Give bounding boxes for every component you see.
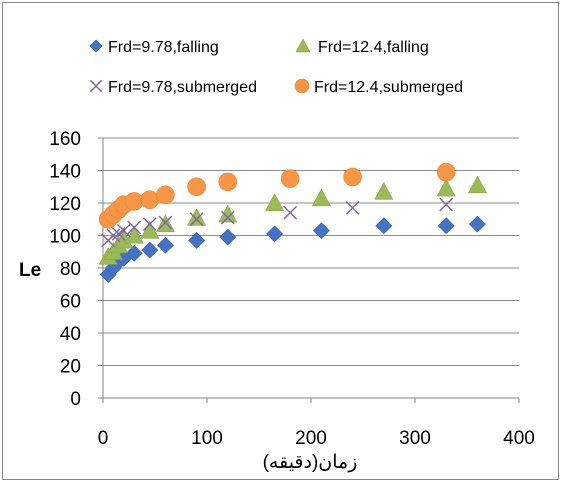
x-tick-label: 100 xyxy=(191,428,223,449)
y-tick-label: 20 xyxy=(60,357,81,378)
x-tick-label: 200 xyxy=(295,428,327,449)
data-point-circle xyxy=(280,169,300,188)
y-tick-label: 120 xyxy=(49,194,81,215)
legend-marker-x xyxy=(89,79,103,93)
series-3 xyxy=(101,197,454,248)
data-point-triangle xyxy=(467,175,487,194)
data-point-triangle xyxy=(124,225,144,244)
legend-symbol-triangle xyxy=(295,38,311,53)
y-tick-label: 160 xyxy=(49,129,81,150)
data-point-circle xyxy=(343,167,362,187)
data-point-diamond xyxy=(219,228,237,246)
data-point-x xyxy=(106,228,121,243)
data-point-x xyxy=(189,212,204,227)
legend-label-3: Frd=9.78,submerged xyxy=(108,79,257,96)
data-point-diamond xyxy=(156,236,174,254)
legend-entry-2: Frd=12.4,falling xyxy=(295,38,429,56)
legend-label-4: Frd=12.4,submerged xyxy=(314,79,463,96)
data-point-diamond xyxy=(437,217,455,235)
data-point-diamond xyxy=(266,225,284,243)
y-tick-label: 80 xyxy=(60,259,81,280)
y-tick-label: 60 xyxy=(60,292,81,313)
data-point-diamond xyxy=(468,215,486,233)
data-point-diamond xyxy=(312,222,330,240)
y-tick-label: 100 xyxy=(49,227,81,248)
x-tick-label: 400 xyxy=(503,428,535,449)
data-point-x xyxy=(439,197,454,212)
legend-symbol-diamond xyxy=(89,39,103,53)
data-points xyxy=(98,162,487,283)
data-point-circle xyxy=(436,162,456,182)
legend-entry-3: Frd=9.78,submerged xyxy=(89,79,257,96)
legend: Frd=9.78,falling Frd=12.4,falling Frd=9.… xyxy=(89,38,463,96)
legend-marker-triangle xyxy=(295,38,311,53)
data-point-x xyxy=(127,220,142,235)
series-4 xyxy=(98,162,456,229)
x-tick-label: 0 xyxy=(98,428,109,449)
legend-marker-circle xyxy=(294,78,310,94)
y-tick-label: 0 xyxy=(70,389,81,410)
data-point-diamond xyxy=(141,241,159,259)
data-point-triangle xyxy=(374,181,394,200)
y-axis-title: Le xyxy=(19,260,41,281)
x-axis-title: زمان(دقیقه) xyxy=(263,452,358,473)
data-point-x xyxy=(283,205,298,220)
data-point-circle xyxy=(218,172,238,192)
legend-symbol-x xyxy=(89,79,103,93)
chart-border xyxy=(2,2,559,480)
data-point-x xyxy=(345,200,360,215)
legend-entry-4: Frd=12.4,submerged xyxy=(294,78,463,96)
y-tick-label: 140 xyxy=(49,162,81,183)
axes xyxy=(98,137,520,403)
data-point-x xyxy=(158,215,173,230)
legend-label-2: Frd=12.4,falling xyxy=(318,39,429,56)
data-point-triangle xyxy=(265,193,285,211)
data-point-x xyxy=(220,210,235,225)
legend-label-1: Frd=9.78,falling xyxy=(108,39,219,56)
data-point-x xyxy=(142,217,157,232)
legend-entry-1: Frd=9.78,falling xyxy=(89,39,219,56)
data-point-circle xyxy=(156,185,175,205)
data-point-circle xyxy=(187,177,206,197)
y-tick-label: 40 xyxy=(60,324,81,345)
legend-symbol-circle xyxy=(294,78,310,94)
data-point-triangle xyxy=(140,220,160,239)
data-point-circle xyxy=(124,192,144,211)
gridlines xyxy=(103,137,519,366)
data-point-diamond xyxy=(125,244,143,262)
data-point-circle xyxy=(140,190,160,210)
data-point-diamond xyxy=(188,231,206,249)
data-point-triangle xyxy=(311,188,331,207)
data-point-diamond xyxy=(375,217,393,235)
data-point-triangle xyxy=(187,207,207,226)
legend-marker-diamond xyxy=(89,39,103,53)
tick-labels: 0 20 40 60 80 100 120 140 160 0 100 200 300 400 xyxy=(49,129,535,449)
data-point-x xyxy=(116,223,131,238)
x-tick-label: 300 xyxy=(399,428,431,449)
data-point-triangle xyxy=(436,178,456,197)
